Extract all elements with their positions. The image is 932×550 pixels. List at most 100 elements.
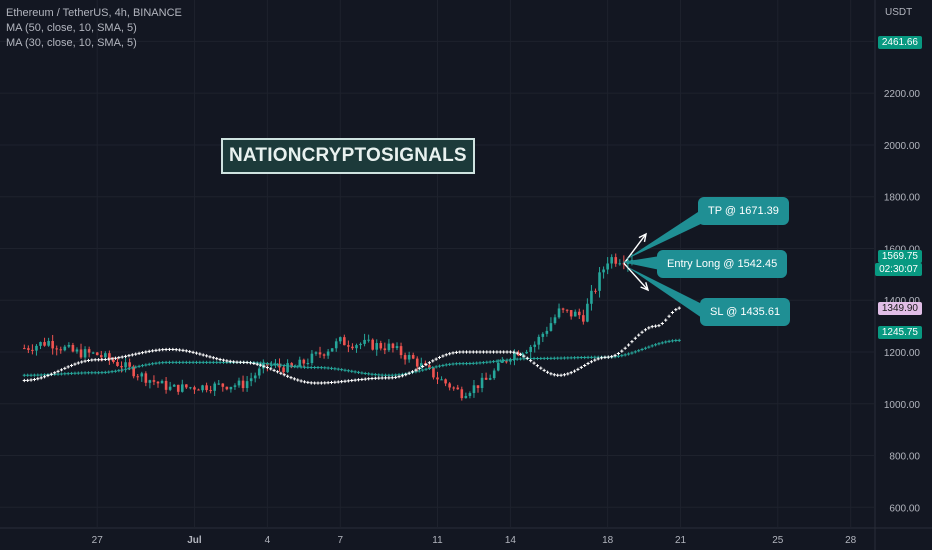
ma-white-marker — [586, 361, 590, 366]
ma-green-marker — [218, 360, 222, 364]
ma-white-marker — [90, 358, 94, 362]
ma-green-marker — [265, 362, 269, 366]
sl-callout-pointer — [626, 266, 702, 318]
ma-white-marker — [140, 351, 145, 355]
candle-body — [193, 387, 196, 390]
candle-body — [533, 344, 537, 347]
candle-body — [541, 333, 545, 337]
candle-body — [55, 348, 59, 350]
ma-green-marker — [616, 354, 621, 358]
ma-white-marker — [596, 357, 600, 361]
ma-green-marker — [495, 359, 499, 363]
ma-green-marker — [657, 342, 661, 346]
candle-body — [513, 352, 516, 360]
x-tick-label: 25 — [772, 535, 784, 546]
candle-body — [602, 269, 605, 273]
candle-body — [91, 352, 95, 354]
candle-body — [249, 378, 253, 382]
ma-white-marker — [120, 355, 124, 359]
ma-green-marker — [664, 340, 668, 344]
ma-white-marker — [96, 358, 101, 362]
candle-body — [310, 353, 314, 364]
ma-white-marker — [545, 370, 550, 374]
candle-body — [75, 349, 79, 352]
ma-white-marker — [22, 378, 26, 383]
ma-white-marker — [390, 376, 394, 380]
ma-white-marker — [448, 352, 452, 356]
ma-green-marker — [667, 339, 671, 343]
ma-white-marker — [397, 375, 401, 379]
x-tick-label: 7 — [337, 535, 343, 546]
candle-body — [444, 379, 447, 384]
ma-white-marker — [113, 356, 118, 360]
ma-green-marker — [461, 362, 465, 366]
tp-arrow-head — [638, 232, 647, 242]
ma-green-marker — [502, 358, 506, 363]
candle-body — [480, 377, 484, 389]
ma-white-marker — [417, 366, 421, 370]
ma-green-marker — [157, 361, 161, 365]
candle-body — [51, 340, 54, 349]
ma-white-marker — [167, 347, 172, 352]
ma-white-marker — [407, 371, 411, 375]
ma-green-marker — [56, 372, 60, 376]
candle-body — [517, 352, 520, 356]
ma-white-marker — [444, 353, 448, 357]
ma-white-marker — [437, 355, 442, 360]
ma-green-marker — [650, 344, 654, 348]
ma-green-marker — [451, 362, 455, 366]
candle-body — [253, 375, 257, 379]
candle-body — [338, 337, 342, 342]
ma-green-marker — [123, 367, 128, 371]
ma-green-marker — [110, 370, 114, 374]
ma-white-marker — [174, 348, 178, 352]
ma-white-marker — [610, 355, 614, 359]
ma-green-marker — [120, 368, 124, 372]
ma-30-legend: MA (30, close, 10, SMA, 5) — [6, 37, 137, 49]
ma-green-marker — [275, 363, 280, 367]
candle-body — [367, 339, 370, 341]
candle-body — [225, 386, 229, 390]
ma-green-marker — [272, 362, 276, 366]
x-tick-label: 18 — [602, 535, 614, 546]
candle-body — [168, 386, 172, 390]
ma-white-marker — [137, 351, 141, 355]
ma-white-marker — [643, 328, 648, 332]
x-tick-label: 28 — [845, 535, 857, 546]
ma-white-marker — [559, 373, 563, 377]
ma-green-marker — [313, 365, 317, 370]
candle-body — [59, 349, 63, 351]
ma-green-marker — [336, 367, 340, 371]
ma-green-marker — [559, 356, 563, 360]
ma-green-marker — [367, 372, 371, 376]
ma-white-marker — [286, 374, 290, 378]
price-tag-countdown: 02:30:07 — [875, 263, 922, 276]
ma-white-marker — [593, 358, 597, 362]
candle-body — [164, 380, 168, 390]
ma-green-marker — [36, 373, 40, 377]
candle-body — [472, 385, 476, 394]
ma-white-marker — [164, 347, 168, 352]
ma-white-marker — [110, 357, 114, 361]
ma-green-marker — [174, 360, 178, 364]
ma-white-marker — [238, 360, 242, 364]
ma-white-marker — [535, 364, 540, 368]
ma-white-marker — [377, 376, 381, 380]
ma-green-marker — [545, 356, 550, 360]
ma-green-marker — [83, 371, 87, 375]
ma-white-marker — [289, 376, 293, 380]
ma-white-marker — [161, 348, 165, 352]
ma-green-marker — [579, 355, 583, 360]
ma-green-marker — [171, 360, 175, 364]
candle-body — [120, 365, 123, 368]
ma-white-marker — [346, 379, 350, 383]
candle-body — [322, 354, 326, 356]
ma-white-marker — [616, 351, 621, 356]
y-tick-label: 1600.00 — [884, 244, 921, 255]
ma-white-marker — [299, 379, 303, 383]
candle-body — [79, 349, 83, 358]
ma-white-marker — [660, 321, 664, 326]
ma-green-marker — [677, 338, 681, 342]
price-tag-ma-green: 1245.75 — [877, 326, 922, 339]
